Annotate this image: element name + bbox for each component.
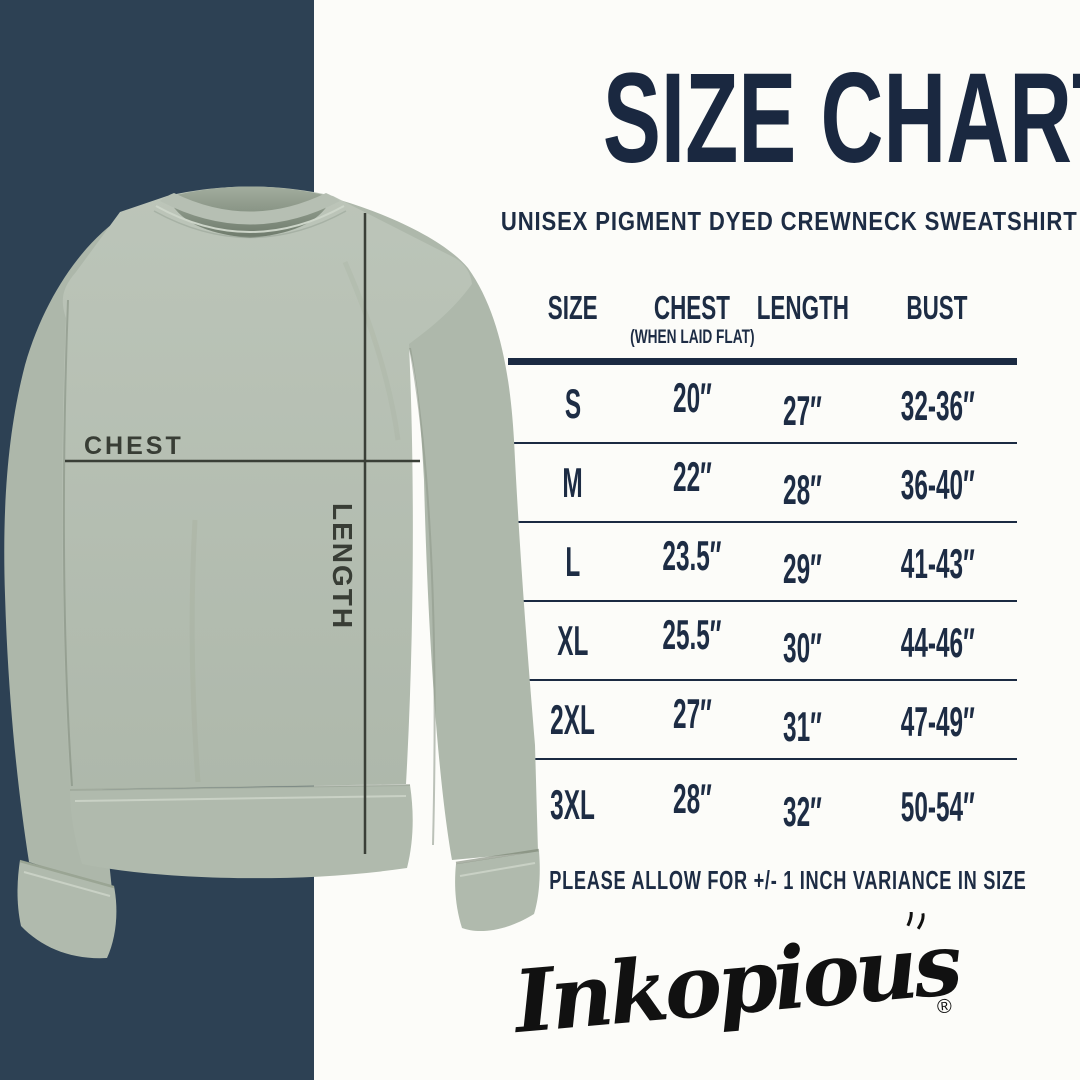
brand-logo: Inkopious ® [515,912,965,1053]
header-divider [508,358,1017,365]
table-cell: 22″ [672,452,712,500]
table-cell: 47-49″ [900,697,975,745]
table-cell: 50-54″ [900,783,975,830]
size-table-rows: S 20″ 27″ 32-36″ M 22″ 28″ 36-40″ L 23.5″ 29″ 41-43… [508,365,1017,850]
table-row: M 22″ 28″ 36-40″ [508,444,1017,523]
left-cuff [17,860,117,959]
measurement-lines [65,213,420,854]
length-measure-label: LENGTH [327,503,358,631]
table-cell: 30″ [783,623,822,671]
table-cell: 27″ [672,689,712,737]
page-title: SIZE CHART [602,47,1080,190]
subtitle: UNISEX PIGMENT DYED CREWNECK SWEATSHIRT [500,206,1078,236]
column-header: LENGTH [756,289,849,326]
table-cell: 23.5″ [662,531,722,579]
table-cell: 32-36″ [900,381,975,429]
table-row: 3XL 28″ 32″ 50-54″ [508,760,1017,850]
table-cell: 28″ [783,465,822,513]
size-table-header: SIZE CHEST (WHEN LAID FLAT) LENGTH BUST [508,283,1017,358]
table-cell: 31″ [783,702,822,750]
table-cell: 28″ [672,775,712,822]
table-cell: 44-46″ [900,618,975,666]
right-sleeve [340,200,540,932]
table-cell: 20″ [672,373,712,421]
table-row: L 23.5″ 29″ 41-43″ [508,523,1017,602]
table-row: XL 25.5″ 30″ 44-46″ [508,602,1017,681]
logo-flourish [906,912,925,930]
variance-note: PLEASE ALLOW FOR +/- 1 INCH VARIANCE IN … [549,865,1027,895]
size-table: SIZE CHEST (WHEN LAID FLAT) LENGTH BUST S 20″… [508,283,1017,850]
table-cell: 32″ [783,788,822,835]
right-cuff [455,851,540,932]
table-cell: 29″ [783,544,822,592]
table-cell: 2XL [550,695,595,743]
collar [153,186,347,239]
table-row: 2XL 27″ 31″ 47-49″ [508,681,1017,760]
chest-measure-label: CHEST [84,432,184,460]
table-cell: 36-40″ [900,460,975,508]
torso [62,186,472,879]
table-cell: 25.5″ [662,610,722,658]
table-cell: 3XL [550,781,595,828]
table-cell: S [564,379,581,427]
brand-logo-text: Inkopious [515,913,965,1053]
table-cell: 27″ [783,386,822,434]
sweatshirt-illustration [4,186,540,959]
column-header: CHEST (WHEN LAID FLAT) [630,289,755,348]
column-header: SIZE [547,289,598,326]
table-row: S 20″ 27″ 32-36″ [508,365,1017,444]
waistband [70,785,413,879]
table-cell: 41-43″ [900,539,975,587]
table-cell: XL [557,616,589,664]
column-header-note: (WHEN LAID FLAT) [630,327,755,348]
table-cell: M [562,458,583,506]
table-cell: L [565,537,581,585]
registered-mark: ® [936,995,953,1018]
column-header: BUST [906,289,968,326]
